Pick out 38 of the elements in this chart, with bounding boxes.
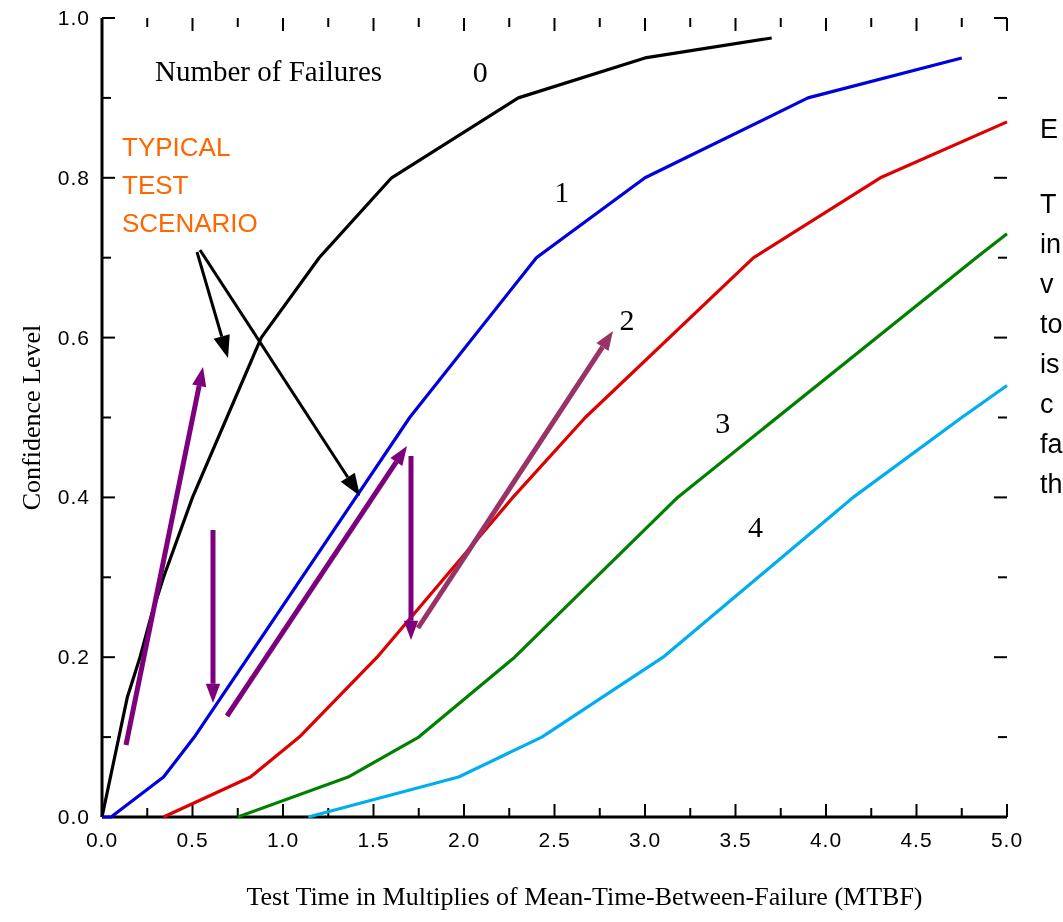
annotation: TYPICAL TEST SCENARIO [122,132,258,238]
legend-label: 0 [472,54,488,88]
x-tick-label: 1.0 [266,828,300,851]
y-axis-title: Confidence Level [17,324,46,511]
series-label: 1 [554,174,570,208]
x-tick-label: 0.5 [176,828,209,851]
x-tick-label: 2.5 [538,828,571,851]
text: E [1040,114,1059,144]
y-tick-label: 1.0 [57,6,90,29]
y-tick-label: 0.0 [57,805,90,828]
series-label: 4 [747,510,763,544]
text: in [1040,229,1062,259]
text: c [1040,389,1054,419]
series-label: 2 [619,302,635,336]
y-tick-label: 0.4 [57,485,90,509]
x-tick-label: 4.0 [809,828,843,851]
line-series [306,383,1009,819]
x-tick-label: 3.0 [628,828,662,851]
legend-title: Number of Failures [155,55,383,87]
text: v [1040,269,1054,299]
x-axis-title: Test Time in Multiplies of Mean-Time-Between-Failure (MTBF) [246,882,923,911]
text: T [1040,189,1057,219]
text: is [1040,349,1060,379]
x-tick-label: 1.5 [357,828,390,851]
y-tick-label: 0.2 [57,645,90,669]
line-series [236,232,1009,819]
x-tick-label: 2.0 [447,828,481,851]
text: fa [1040,429,1063,459]
x-tick-label: 0.0 [85,828,119,851]
x-tick-label: 3.5 [719,828,752,851]
x-tick-label: 4.5 [900,828,933,851]
line-series [100,56,964,819]
text: to [1040,309,1063,339]
x-tick-label: 5.0 [990,828,1024,851]
y-tick-label: 0.8 [57,165,90,189]
y-tick-label: 0.6 [57,325,90,349]
series-label: 3 [715,406,731,440]
text: th [1040,469,1063,499]
